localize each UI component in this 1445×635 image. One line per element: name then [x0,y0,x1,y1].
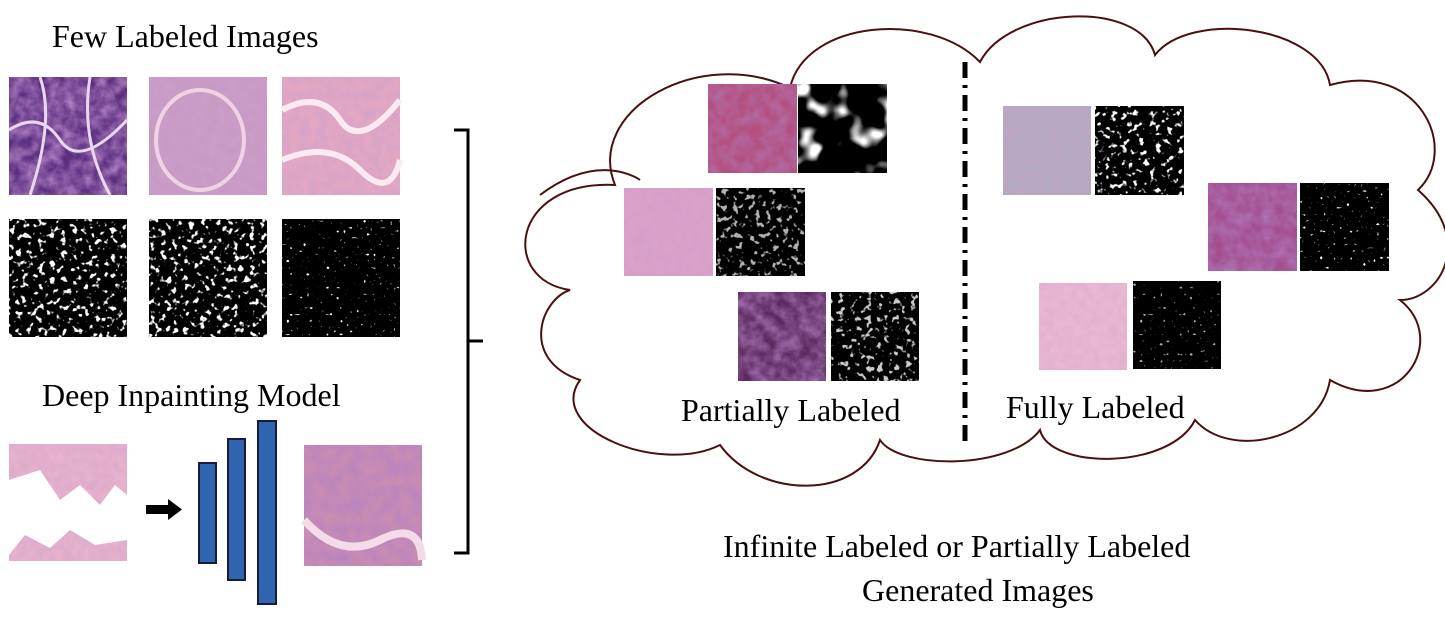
generated-images-caption-line1: Infinite Labeled or Partially Labeled [723,528,1191,564]
network-layer-2 [227,438,246,581]
full-pair-2 [1208,183,1389,271]
full-pair-3 [1039,281,1221,370]
full-pair-1 [1003,106,1184,195]
generated-images-caption-line2: Generated Images [862,572,1094,608]
he-image-1 [8,76,129,196]
mask-image-1 [9,219,127,337]
partial-pair-3 [738,292,919,381]
inpainting-network [198,420,277,605]
partial-pair-2 [624,188,805,276]
partially-labeled-caption: Partially Labeled [681,392,901,428]
arrow-right-icon [146,499,182,520]
grouping-bracket [454,128,483,555]
few-labeled-images-grid [8,76,403,337]
mask-image-2 [149,219,267,337]
partial-pair-1 [708,84,887,173]
network-layer-1 [198,462,217,564]
mask-image-3 [282,219,400,337]
inpainting-output-image [301,445,426,566]
deep-inpainting-model-title: Deep Inpainting Model [42,377,341,413]
he-image-2 [149,77,267,195]
few-labeled-images-title: Few Labeled Images [52,18,319,54]
he-image-3 [280,77,403,195]
fully-labeled-caption: Fully Labeled [1006,389,1185,425]
network-layer-3 [257,420,277,605]
inpainting-input-image [9,444,127,561]
